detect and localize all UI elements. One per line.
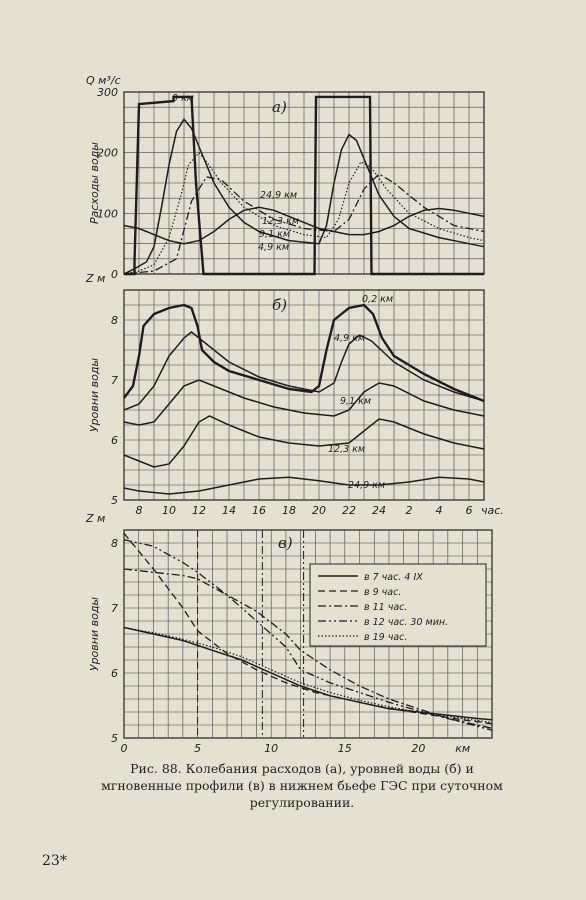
x-unit-label: км bbox=[455, 742, 470, 755]
x-tick-label: 14 bbox=[222, 504, 236, 517]
curve-label: 9,1 км bbox=[340, 396, 371, 407]
figure-caption: Рис. 88. Колебания расходов (а), уровней… bbox=[101, 761, 503, 810]
y-tick-label: 200 bbox=[97, 147, 118, 160]
series-line bbox=[123, 118, 485, 275]
series-line bbox=[123, 379, 485, 426]
legend: в 7 час. 4 IX в 9 час. в 11 час. в 12 час. … bbox=[309, 563, 487, 647]
y-tick-label: 300 bbox=[97, 86, 118, 99]
series-line bbox=[123, 206, 485, 245]
grid bbox=[124, 530, 492, 738]
plot-frame bbox=[123, 529, 493, 739]
x-tick-label: 10 bbox=[162, 504, 176, 517]
x-tick-label: 2 bbox=[406, 504, 413, 517]
series-line bbox=[123, 331, 485, 411]
y-tick-label: 8 bbox=[111, 314, 118, 327]
series-line bbox=[123, 476, 485, 495]
curve-label: 0 км bbox=[172, 93, 194, 104]
x-tick-label: 20 bbox=[312, 504, 326, 517]
x-tick-label: 15 bbox=[338, 742, 352, 755]
panel-tag: б) bbox=[272, 296, 287, 314]
series-line bbox=[124, 95, 484, 276]
y-tick-label: 100 bbox=[97, 207, 118, 220]
y-tick-label: 6 bbox=[111, 667, 118, 680]
y-axis-label: Уровни воды bbox=[88, 597, 101, 672]
x-tick-label: 16 bbox=[252, 504, 266, 517]
x-tick-label: 10 bbox=[264, 742, 278, 755]
y-tick-label: 7 bbox=[111, 374, 118, 387]
curve-label: 4,9 км bbox=[258, 242, 289, 253]
curve-label: 9,1 км bbox=[259, 229, 290, 240]
x-unit-label: час. bbox=[481, 504, 504, 517]
y-tick-label: 5 bbox=[111, 494, 118, 507]
panel-tag: в) bbox=[278, 534, 293, 552]
x-tick-label: 22 bbox=[342, 504, 356, 517]
series-line bbox=[123, 415, 485, 468]
x-tick-label: 8 bbox=[136, 504, 143, 517]
x-tick-label: 0 bbox=[121, 742, 128, 755]
legend-entry: в 12 час. 30 мин. bbox=[364, 617, 448, 628]
y-tick-label: 7 bbox=[111, 602, 118, 615]
legend-entry: в 11 час. bbox=[364, 602, 407, 613]
series-line bbox=[123, 303, 485, 403]
legend-entry: в 9 час. bbox=[364, 587, 401, 598]
series-line bbox=[123, 539, 493, 731]
y-unit-label: Q м³/с bbox=[86, 74, 121, 87]
x-tick-label: 12 bbox=[192, 504, 206, 517]
x-tick-label: 6 bbox=[466, 504, 473, 517]
y-axis-label: Уровни воды bbox=[88, 358, 101, 433]
curve-label: 24,9 км bbox=[260, 190, 297, 201]
x-tick-label: 18 bbox=[282, 504, 296, 517]
y-unit-label: Z м bbox=[85, 272, 105, 285]
figure-area: 0 100 200 300 Q м³/с Расходы воды а) 0 км 24,9 к… bbox=[85, 74, 504, 755]
curve-label: 12,3 км bbox=[328, 444, 365, 455]
series-line bbox=[123, 151, 485, 275]
series-line bbox=[123, 532, 493, 725]
y-unit-label: Z м bbox=[85, 512, 105, 525]
grid bbox=[124, 92, 484, 274]
legend-entry: в 19 час. bbox=[364, 632, 407, 643]
panel-tag: а) bbox=[272, 98, 287, 116]
curve-label: 24,9 км bbox=[348, 480, 385, 491]
legend-frame bbox=[309, 563, 487, 647]
plot-frame bbox=[123, 289, 485, 501]
curve-label: 4,9 км bbox=[334, 333, 365, 344]
x-tick-label: 5 bbox=[194, 742, 201, 755]
x-tick-label: 4 bbox=[436, 504, 443, 517]
legend-entry: в 7 час. 4 IX bbox=[364, 572, 423, 583]
x-tick-label: 20 bbox=[411, 742, 425, 755]
curve-label: 0,2 км bbox=[362, 294, 393, 305]
series-line bbox=[123, 173, 485, 275]
page-number: 23* bbox=[42, 853, 67, 869]
x-tick-label: 24 bbox=[372, 504, 386, 517]
y-tick-label: 6 bbox=[111, 434, 118, 447]
series-line bbox=[123, 626, 493, 721]
y-axis-label: Расходы воды bbox=[88, 142, 101, 224]
curve-label: 12,3 км bbox=[262, 216, 299, 227]
y-tick-label: 8 bbox=[111, 537, 118, 550]
grid bbox=[124, 290, 484, 500]
y-tick-label: 5 bbox=[111, 732, 118, 745]
y-tick-label: 0 bbox=[111, 268, 118, 281]
